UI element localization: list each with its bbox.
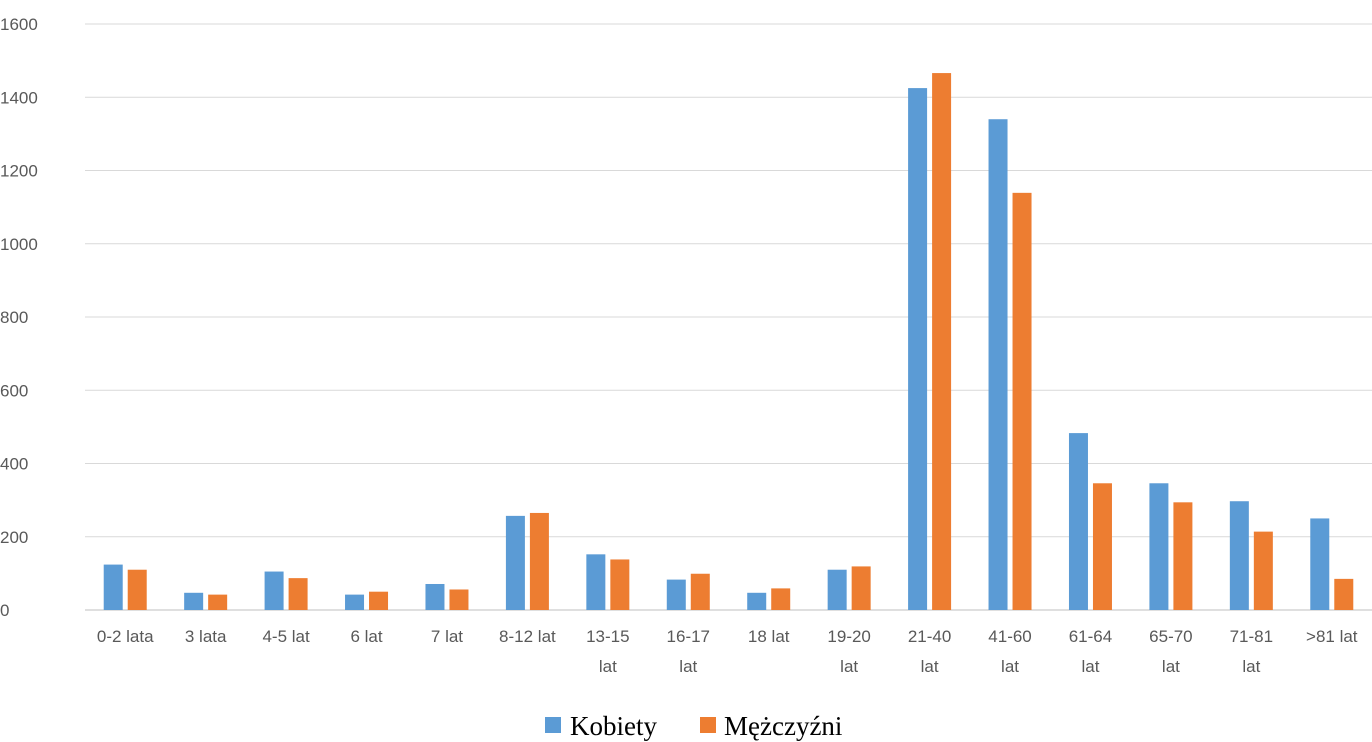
y-tick-label: 400 [0,455,28,474]
bar-kobiety [345,594,365,610]
bar-mezczyzni [1253,531,1273,610]
x-tick-label: 61-64 lat [1069,627,1112,676]
bar-kobiety [908,88,928,610]
x-tick-label: 6 lat [350,627,382,646]
x-tick-label: 7 lat [431,627,463,646]
bar-mezczyzni [932,73,952,610]
y-tick-label: 1000 [0,235,38,254]
bar-mezczyzni [529,512,549,610]
bar-kobiety [1310,518,1330,610]
x-tick-label: 3 lata [185,627,227,646]
y-tick-label: 1400 [0,88,38,107]
x-tick-label: 16-17 lat [667,627,710,676]
x-tick-label: 21-40 lat [908,627,951,676]
bar-mezczyzni [369,591,389,610]
bar-mezczyzni [851,566,871,610]
bar-kobiety [264,571,284,610]
bars [103,73,1354,610]
bar-kobiety [1229,501,1249,610]
bar-mezczyzni [690,573,710,610]
bar-mezczyzni [610,559,630,610]
x-tick-label: 41-60 lat [988,627,1031,676]
bar-mezczyzni [449,589,469,610]
x-tick-label: 65-70 lat [1149,627,1192,676]
bar-kobiety [988,119,1008,610]
y-tick-label: 0 [0,601,9,620]
x-tick-label: 71-81 lat [1230,627,1273,676]
x-tick-label: 8-12 lat [499,627,556,646]
gridlines [85,23,1372,611]
legend-label-mezczyzni: Mężczyźni [724,711,842,741]
bar-kobiety [184,592,204,610]
bar-mezczyzni [1012,192,1032,610]
bar-mezczyzni [127,569,147,610]
bar-kobiety [827,569,847,610]
y-axis: 0 200 400 600 800 1000 1200 1400 1600 [0,15,38,620]
bar-mezczyzni [1092,483,1112,610]
y-tick-label: 800 [0,308,28,327]
y-tick-label: 1200 [0,162,38,181]
x-tick-label: 4-5 lat [262,627,310,646]
bar-kobiety [1068,433,1088,610]
bar-kobiety [666,579,686,610]
legend: Kobiety Mężczyźni [545,711,842,741]
bar-mezczyzni [288,578,308,610]
bar-mezczyzni [1173,502,1193,610]
x-axis: 0-2 lata 3 lata 4-5 lat 6 lat 7 lat 8-12 lat 1… [97,627,1358,676]
bar-kobiety [505,515,525,610]
bar-kobiety [103,564,123,610]
legend-swatch-kobiety [545,717,561,733]
legend-label-kobiety: Kobiety [570,711,657,741]
legend-swatch-mezczyzni [700,717,716,733]
bar-kobiety [1149,483,1169,610]
x-tick-label: 18 lat [748,627,790,646]
x-tick-label: 13-15 lat [586,627,629,676]
x-tick-label: >81 lat [1306,627,1358,646]
y-tick-label: 200 [0,528,28,547]
bar-kobiety [747,592,767,610]
bar-kobiety [425,583,445,610]
bar-mezczyzni [208,594,228,610]
x-tick-label: 19-20 lat [827,627,870,676]
y-tick-label: 600 [0,381,28,400]
bar-kobiety [586,554,606,610]
bar-mezczyzni [771,588,791,610]
y-tick-label: 1600 [0,15,38,34]
x-tick-label: 0-2 lata [97,627,154,646]
bar-mezczyzni [1334,578,1354,610]
